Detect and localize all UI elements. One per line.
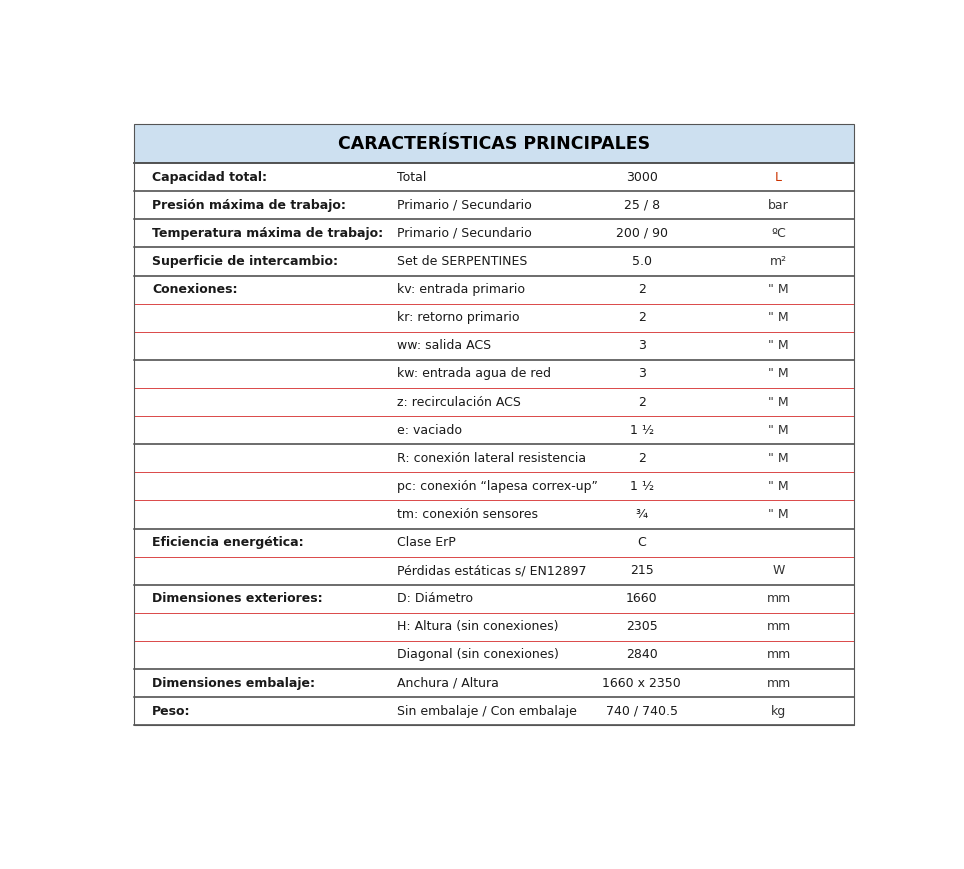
Text: mm: mm [766,593,790,606]
Text: L: L [775,170,782,183]
Text: Anchura / Altura: Anchura / Altura [397,677,498,690]
Text: " M: " M [768,339,789,352]
Text: 3: 3 [638,339,646,352]
Text: Presión máxima de trabajo:: Presión máxima de trabajo: [152,199,346,212]
Text: 1 ½: 1 ½ [629,424,654,436]
Text: 2: 2 [638,395,646,408]
Text: C: C [637,536,646,549]
Text: Sin embalaje / Con embalaje: Sin embalaje / Con embalaje [397,705,576,718]
Text: Primario / Secundario: Primario / Secundario [397,199,531,212]
Text: " M: " M [768,452,789,465]
Text: Dimensiones embalaje:: Dimensiones embalaje: [152,677,315,690]
Text: Diagonal (sin conexiones): Diagonal (sin conexiones) [397,648,559,661]
Text: bar: bar [768,199,789,212]
Text: Clase ErP: Clase ErP [397,536,456,549]
Text: 1 ½: 1 ½ [629,480,654,493]
Text: Conexiones:: Conexiones: [152,283,237,296]
Text: Total: Total [397,170,426,183]
Text: e: vaciado: e: vaciado [397,424,462,436]
Bar [134,124,854,726]
Text: 25 / 8: 25 / 8 [624,199,659,212]
Text: kv: entrada primario: kv: entrada primario [397,283,524,296]
Text: Pérdidas estáticas s/ EN12897: Pérdidas estáticas s/ EN12897 [397,564,586,577]
Text: " M: " M [768,424,789,436]
Text: tm: conexión sensores: tm: conexión sensores [397,508,538,521]
Text: ºC: ºC [771,227,786,240]
Text: D: Diámetro: D: Diámetro [397,593,472,606]
Text: kr: retorno primario: kr: retorno primario [397,311,520,324]
Text: " M: " M [768,395,789,408]
Text: Eficiencia energética:: Eficiencia energética: [152,536,304,549]
Text: " M: " M [768,311,789,324]
Text: W: W [772,564,785,577]
Text: " M: " M [768,508,789,521]
Text: 2: 2 [638,452,646,465]
Text: " M: " M [768,480,789,493]
Text: 3: 3 [638,368,646,381]
Text: 2: 2 [638,311,646,324]
Text: 740 / 740.5: 740 / 740.5 [605,705,678,718]
Text: mm: mm [766,648,790,661]
Bar [134,163,854,726]
Circle shape [158,204,352,379]
Text: 200 / 90: 200 / 90 [616,227,668,240]
Text: mm: mm [766,677,790,690]
Text: R: conexión lateral resistencia: R: conexión lateral resistencia [397,452,586,465]
Text: ¾: ¾ [635,508,648,521]
Text: Primario / Secundario: Primario / Secundario [397,227,531,240]
Circle shape [636,452,830,627]
Text: 1660: 1660 [626,593,657,606]
Text: Temperatura máxima de trabajo:: Temperatura máxima de trabajo: [152,227,383,240]
Text: 2840: 2840 [626,648,657,661]
Text: Superficie de intercambio:: Superficie de intercambio: [152,255,338,268]
Text: kw: entrada agua de red: kw: entrada agua de red [397,368,550,381]
Text: mm: mm [766,620,790,634]
Text: 2305: 2305 [626,620,657,634]
Text: Set de SERPENTINES: Set de SERPENTINES [397,255,527,268]
Text: Peso:: Peso: [152,705,191,718]
Text: kg: kg [771,705,787,718]
Text: 5.0: 5.0 [631,255,652,268]
Text: CARACTERÍSTICAS PRINCIPALES: CARACTERÍSTICAS PRINCIPALES [338,135,650,153]
Text: 2: 2 [638,283,646,296]
Text: H: Altura (sin conexiones): H: Altura (sin conexiones) [397,620,558,634]
Text: Dimensiones exteriores:: Dimensiones exteriores: [152,593,323,606]
Text: 215: 215 [629,564,654,577]
Text: m²: m² [770,255,787,268]
Text: 1660 x 2350: 1660 x 2350 [602,677,682,690]
Bar [134,124,854,163]
Text: " M: " M [768,368,789,381]
Text: " M: " M [768,283,789,296]
Text: pc: conexión “lapesa correx-up”: pc: conexión “lapesa correx-up” [397,480,598,493]
Text: 3000: 3000 [626,170,657,183]
Text: Capacidad total:: Capacidad total: [152,170,267,183]
Text: z: recirculación ACS: z: recirculación ACS [397,395,521,408]
Text: ww: salida ACS: ww: salida ACS [397,339,491,352]
